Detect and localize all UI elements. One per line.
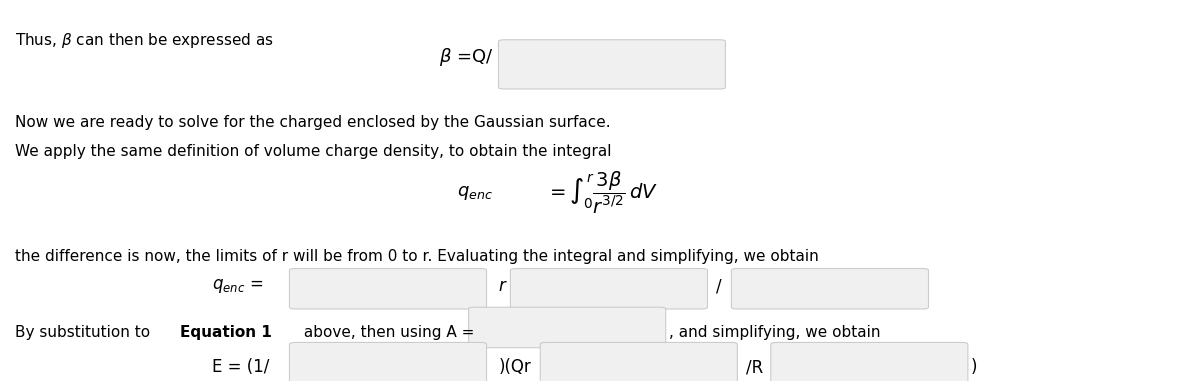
FancyBboxPatch shape [540,343,737,381]
Text: /: / [716,277,721,295]
Text: $= \int_0^r \dfrac{3\beta}{r^{3/2}}\,dV$: $= \int_0^r \dfrac{3\beta}{r^{3/2}}\,dV$ [546,170,659,216]
Text: ): ) [971,358,977,376]
Text: $\beta$ =Q/: $\beta$ =Q/ [439,46,493,68]
FancyBboxPatch shape [289,269,486,309]
FancyBboxPatch shape [469,307,666,348]
FancyBboxPatch shape [731,269,929,309]
Text: Now we are ready to solve for the charged enclosed by the Gaussian surface.: Now we are ready to solve for the charge… [14,115,611,130]
Text: By substitution to: By substitution to [14,325,155,340]
FancyBboxPatch shape [289,343,486,381]
Text: We apply the same definition of volume charge density, to obtain the integral: We apply the same definition of volume c… [14,144,611,158]
Text: )(Qr: )(Qr [498,358,532,376]
Text: $q_{enc}$: $q_{enc}$ [457,184,492,202]
Text: Thus, $\beta$ can then be expressed as: Thus, $\beta$ can then be expressed as [14,31,274,50]
Text: the difference is now, the limits of r will be from 0 to r. Evaluating the integ: the difference is now, the limits of r w… [14,249,818,264]
FancyBboxPatch shape [770,343,968,381]
FancyBboxPatch shape [498,40,726,89]
Text: r: r [498,277,505,295]
FancyBboxPatch shape [510,269,708,309]
Text: Equation 1: Equation 1 [180,325,271,340]
Text: $q_{enc}$ =: $q_{enc}$ = [212,277,263,295]
Text: /R: /R [745,358,763,376]
Text: above, then using A =: above, then using A = [299,325,474,340]
Text: , and simplifying, we obtain: , and simplifying, we obtain [670,325,881,340]
Text: E = (1/: E = (1/ [212,358,269,376]
